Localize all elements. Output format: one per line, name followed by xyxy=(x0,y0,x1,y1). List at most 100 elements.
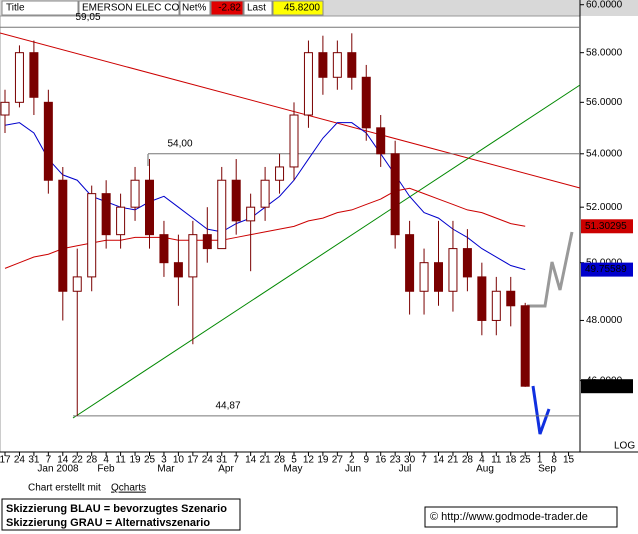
last-value-label: 49.75589 xyxy=(585,264,627,275)
header-cell xyxy=(179,0,211,16)
last-value-box xyxy=(581,262,633,277)
candle-body xyxy=(14,52,24,103)
trend-line xyxy=(0,32,581,189)
header-cell xyxy=(243,0,273,16)
x-tick-label: 5 xyxy=(291,455,297,466)
x-tick-label: 14 xyxy=(433,455,445,466)
x-tick-label: 3 xyxy=(161,455,167,466)
alt-scenario xyxy=(527,231,574,308)
x-tick-label: 18 xyxy=(505,455,517,466)
last-value-label: 45.8200 xyxy=(585,381,622,392)
x-tick-label: 23 xyxy=(390,455,402,466)
month-label: Aug xyxy=(476,464,494,475)
x-tick-label: 28 xyxy=(86,455,98,466)
main-scenario xyxy=(531,385,551,435)
candle-body xyxy=(462,248,472,278)
x-tick-label: 4 xyxy=(103,455,109,466)
candle-body xyxy=(477,276,487,321)
x-tick-label: 25 xyxy=(520,455,532,466)
candle-body xyxy=(202,234,212,250)
candle-body xyxy=(101,193,111,236)
x-tick-label: 11 xyxy=(491,455,502,466)
header-net: -2.82 xyxy=(218,3,241,14)
last-value-box xyxy=(581,379,633,394)
candle-body xyxy=(506,290,516,307)
candle-body xyxy=(188,234,198,278)
header-cell xyxy=(272,0,324,16)
x-tick-label: 14 xyxy=(57,455,69,466)
x-tick-label: 4 xyxy=(479,455,485,466)
x-tick-label: 17 xyxy=(187,455,199,466)
x-tick-label: 28 xyxy=(462,455,474,466)
trend-line xyxy=(72,84,581,419)
candle-body xyxy=(87,193,97,278)
legend-text: Skizzierung GRAU = Alternativszenario xyxy=(6,517,210,529)
candle-body xyxy=(491,290,501,321)
candle-body xyxy=(72,276,82,292)
month-label: Jun xyxy=(345,464,361,475)
legend-text: Skizzierung BLAU = bevorzugtes Szenario xyxy=(6,503,227,515)
x-tick-label: 7 xyxy=(233,455,239,466)
x-tick-label: 8 xyxy=(551,455,557,466)
candle-body xyxy=(116,206,126,236)
legend-box xyxy=(1,498,241,531)
candle-body xyxy=(303,52,313,116)
month-label: Mar xyxy=(157,464,175,475)
level-label: 54,00 xyxy=(167,138,192,149)
candle-body xyxy=(419,262,429,292)
y-tick-label: 58.0000 xyxy=(586,47,623,58)
header-cell xyxy=(210,0,244,16)
candle-body xyxy=(520,305,530,387)
copyright-box xyxy=(424,506,618,528)
x-tick-label: 11 xyxy=(115,455,126,466)
candle-body xyxy=(361,76,371,129)
x-tick-label: 7 xyxy=(46,455,52,466)
candle-body xyxy=(29,52,39,98)
copyright[interactable]: © http://www.godmode-trader.de xyxy=(430,511,588,523)
x-tick-label: 21 xyxy=(260,455,272,466)
x-tick-label: 14 xyxy=(245,455,257,466)
candle-body xyxy=(246,206,256,222)
month-label: Jul xyxy=(399,464,412,475)
month-label: Apr xyxy=(218,464,234,475)
month-label: Feb xyxy=(97,464,115,475)
credit: Chart erstellt mit xyxy=(28,483,101,494)
candle-body xyxy=(145,179,154,236)
y-tick-label: 54.0000 xyxy=(586,148,623,159)
candle-body xyxy=(260,179,270,208)
x-tick-label: 25 xyxy=(144,455,156,466)
candle-body xyxy=(231,179,241,222)
x-tick-label: 24 xyxy=(202,455,214,466)
candle-body xyxy=(318,52,328,78)
level-label: 59,05 xyxy=(75,12,100,23)
x-tick-label: 27 xyxy=(332,455,344,466)
month-label: Jan 2008 xyxy=(37,464,79,475)
x-tick-label: 2 xyxy=(349,455,355,466)
month-label: May xyxy=(284,464,303,475)
level-label: 44,87 xyxy=(215,400,240,411)
x-tick-label: 19 xyxy=(317,455,329,466)
x-tick-label: 7 xyxy=(421,455,427,466)
x-tick-label: 12 xyxy=(303,455,315,466)
candle-body xyxy=(376,127,386,155)
header-net-label: Net% xyxy=(182,3,207,14)
header-title: Title xyxy=(6,3,25,14)
candle-body xyxy=(275,166,285,181)
x-tick-label: 22 xyxy=(72,455,84,466)
y-tick-label: 48.0000 xyxy=(586,315,623,326)
header-last-label: Last xyxy=(247,3,266,14)
candle-body xyxy=(405,234,415,292)
header-symbol: EMERSON ELEC CO xyxy=(82,3,179,14)
month-label: Sep xyxy=(538,464,556,475)
credit-link[interactable]: Qcharts xyxy=(111,483,146,494)
candle-body xyxy=(448,248,458,292)
candle-body xyxy=(173,262,183,278)
x-tick-label: 9 xyxy=(363,455,369,466)
header-last: 45.8200 xyxy=(284,3,321,14)
candle-body xyxy=(58,179,68,292)
candle-body xyxy=(130,179,140,208)
x-tick-label: 19 xyxy=(129,455,141,466)
x-tick-label: 24 xyxy=(14,455,26,466)
